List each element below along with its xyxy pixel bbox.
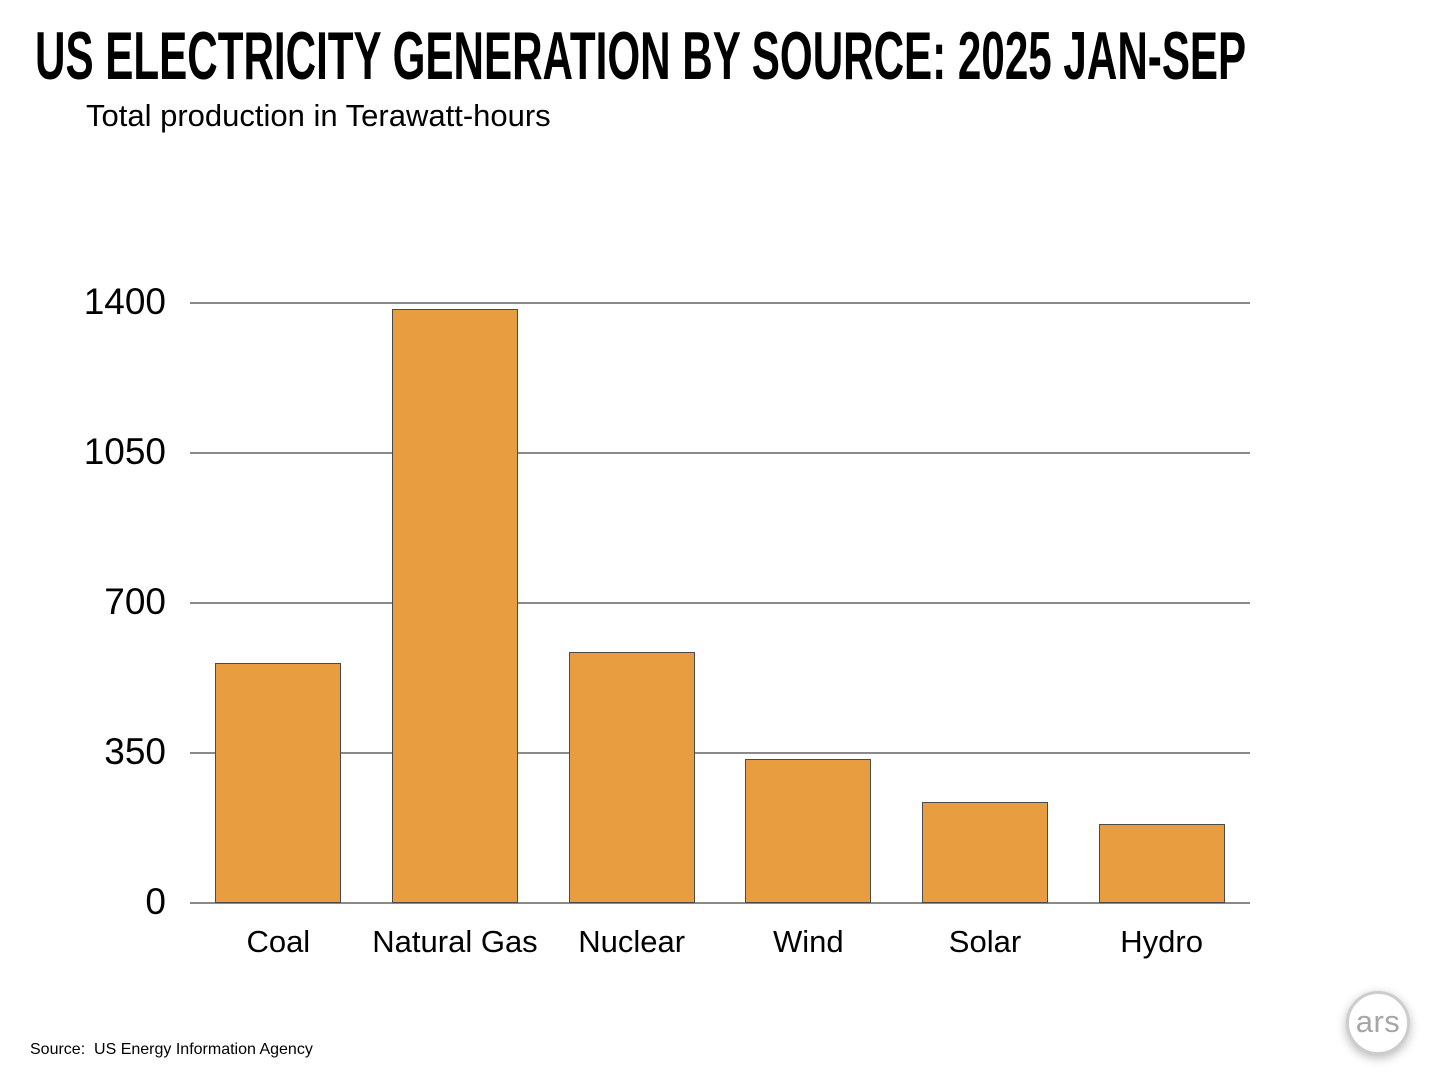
ars-logo-text: ars (1355, 1003, 1401, 1039)
bar-nuclear (568, 652, 695, 903)
y-tick-label-1050: 1050 (83, 431, 166, 472)
x-axis: Coal Natural Gas Nuclear Wind Solar Hydro (190, 924, 1250, 970)
plot-area (190, 302, 1250, 904)
bar-solar (922, 802, 1048, 903)
chart-subtitle: Total production in Terawatt-hours (86, 98, 551, 133)
bar-hydro (1098, 823, 1225, 903)
x-category-label-natural-gas: Natural Gas (372, 924, 538, 959)
source-attribution: Source: US Energy Information Agency (30, 1041, 313, 1058)
ars-logo: ars (1346, 991, 1410, 1055)
y-tick-label-350: 350 (104, 731, 166, 772)
y-axis: 0 350 700 1050 1400 (40, 281, 166, 922)
bar-natural-gas (392, 309, 518, 903)
bar-coal (215, 663, 342, 903)
gridline-1050 (190, 452, 1250, 454)
y-tick-label-700: 700 (104, 581, 166, 622)
y-tick-label-1400: 1400 (83, 281, 166, 322)
bar-wind (745, 759, 872, 903)
gridline-0 (190, 902, 1250, 904)
gridline-700 (190, 602, 1250, 604)
gridline-1400 (190, 302, 1250, 304)
x-category-label-wind: Wind (773, 924, 844, 959)
x-category-label-solar: Solar (948, 924, 1022, 959)
chart-title: US ELECTRICITY GENERATION BY SOURCE: 202… (35, 18, 1247, 94)
x-category-label-coal: Coal (246, 924, 311, 959)
x-category-label-nuclear: Nuclear (578, 924, 686, 959)
y-tick-label-0: 0 (145, 881, 166, 922)
gridline-350 (190, 752, 1250, 754)
x-category-label-hydro: Hydro (1120, 924, 1203, 959)
